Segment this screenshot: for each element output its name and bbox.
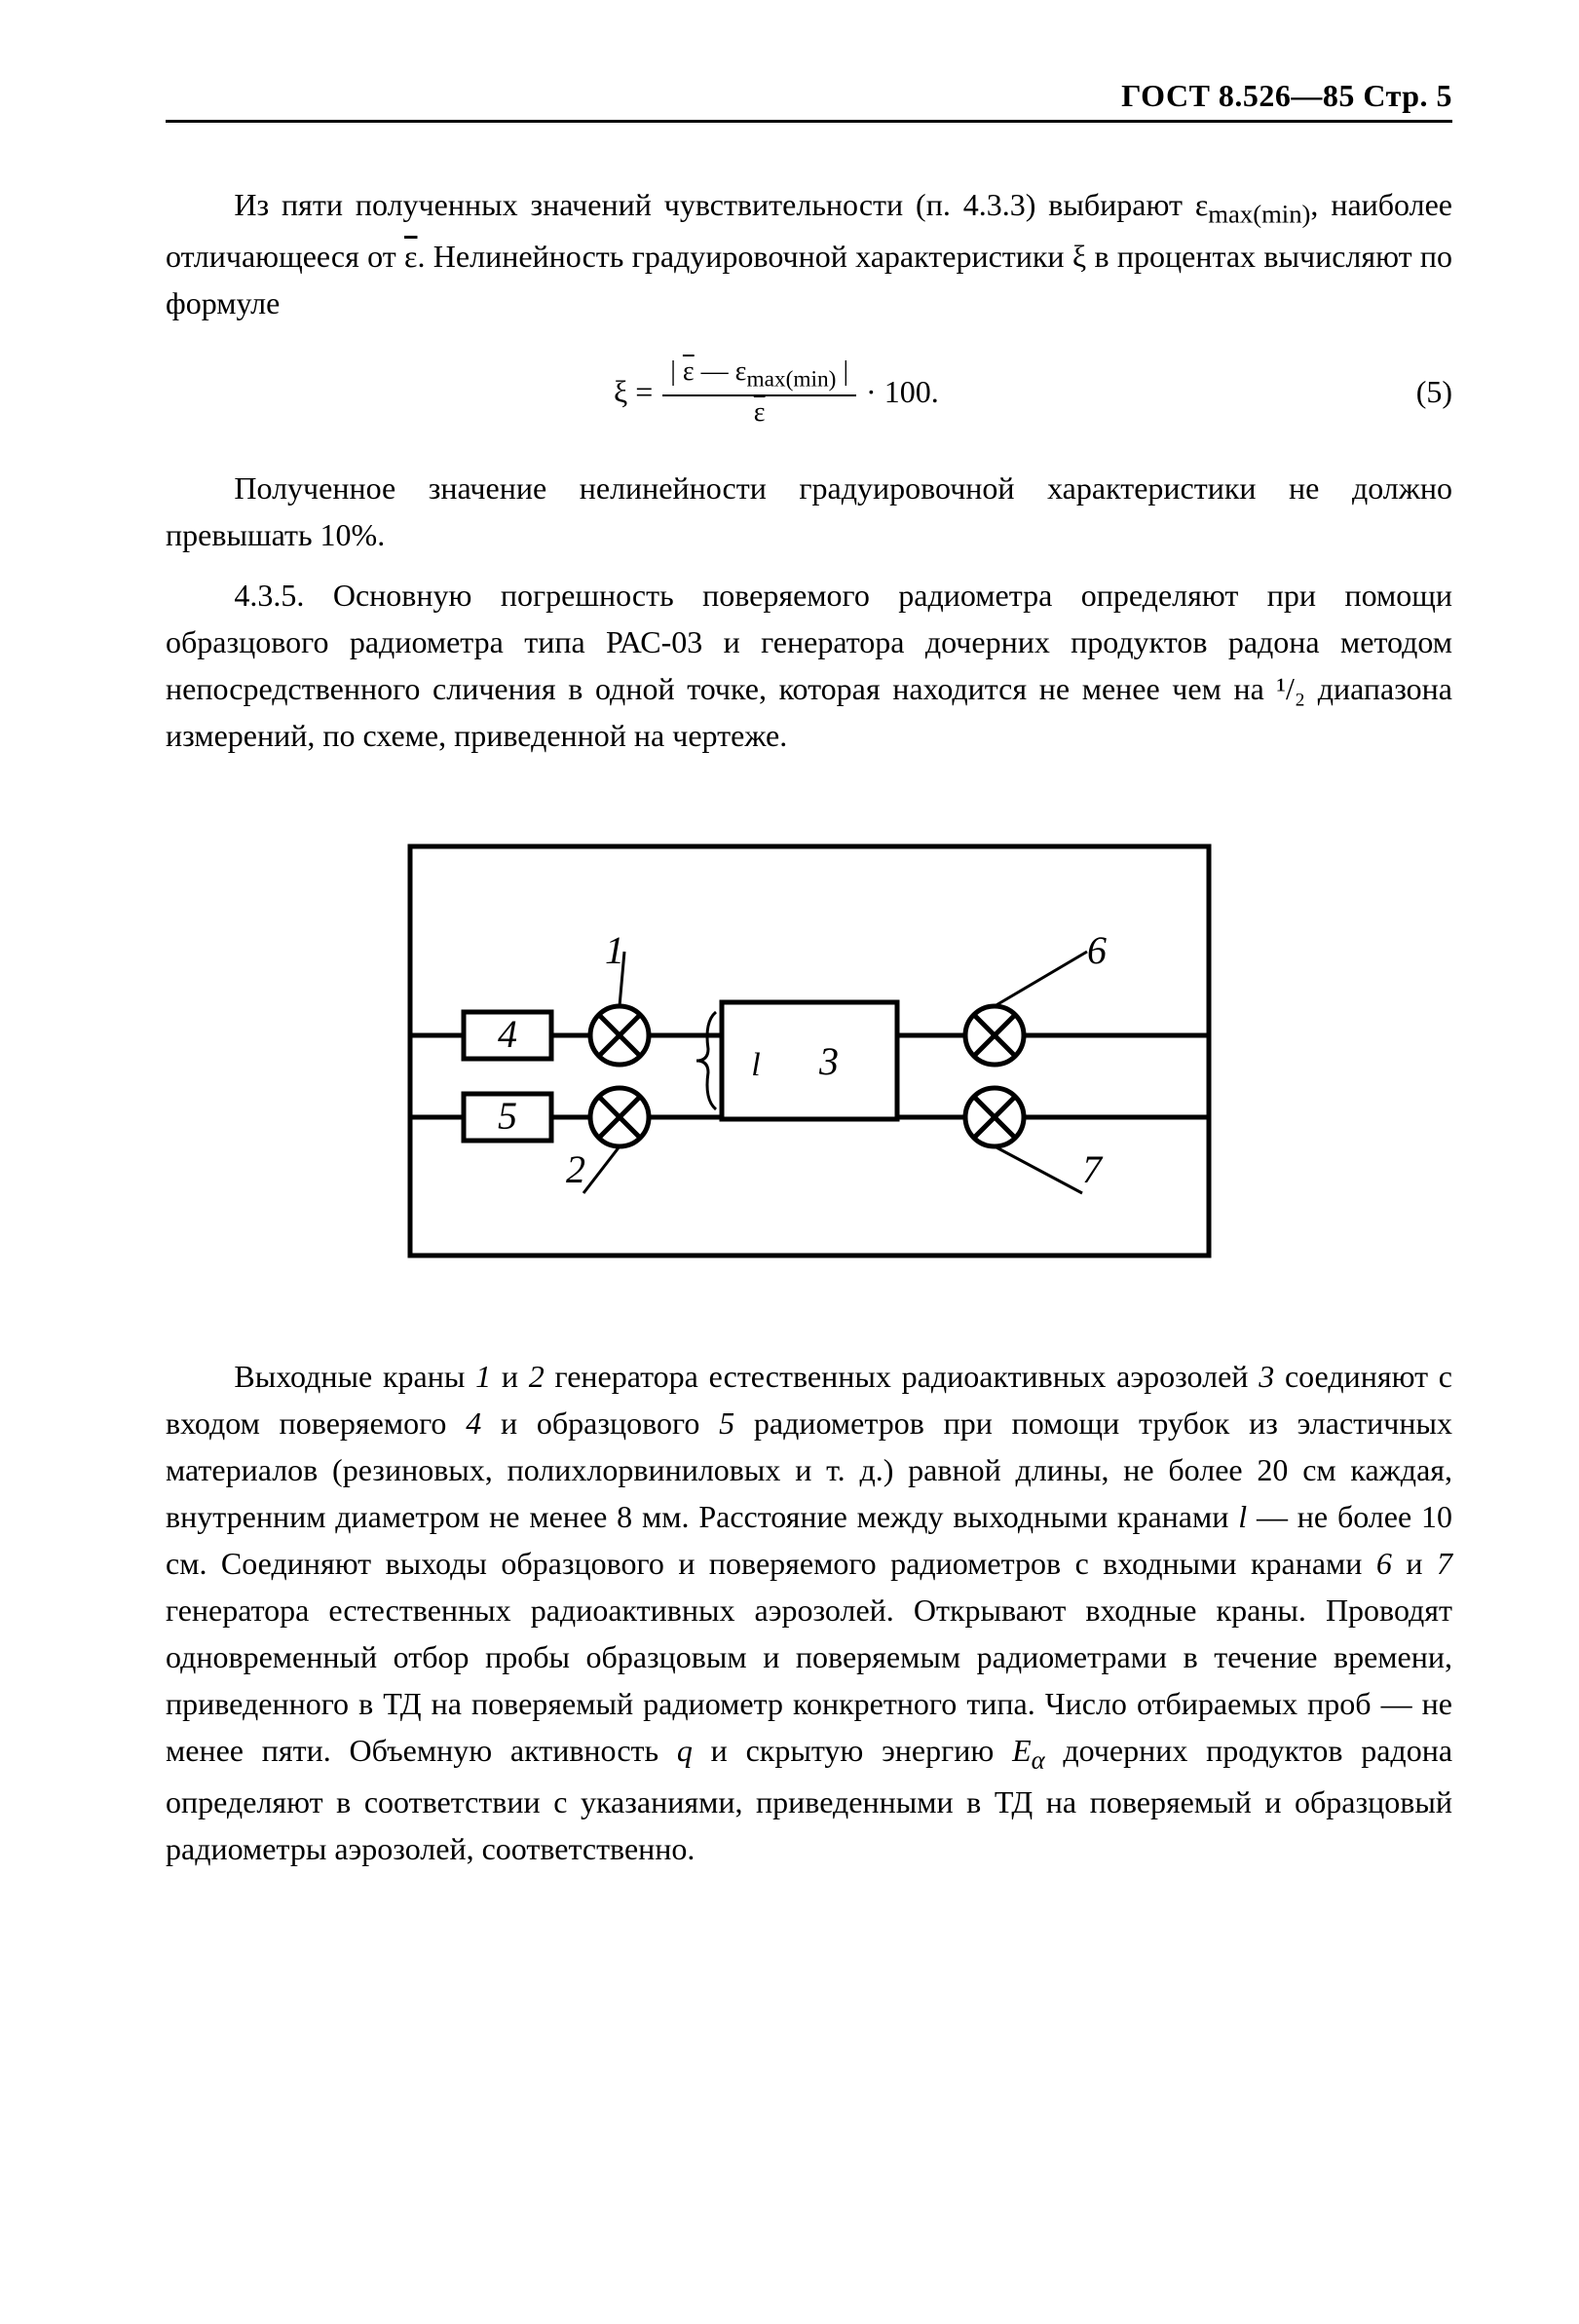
p4-i7: 7	[1437, 1546, 1452, 1581]
page: ГОСТ 8.526—85 Стр. 5 Из пяти полученных …	[0, 0, 1579, 2324]
formula-lhs: ξ =	[614, 374, 653, 410]
p4-pre: Выходные краны	[234, 1359, 475, 1394]
p4-iq: q	[677, 1733, 693, 1768]
paragraph-2: Полученное значение нелинейности градуир…	[166, 465, 1452, 558]
schematic-svg: 3 4 5 1 2 6 7 l	[371, 807, 1248, 1294]
p4-i4: 4	[466, 1406, 481, 1441]
p1-eps-over: ε	[404, 239, 417, 274]
num-mid: — ε	[695, 356, 747, 387]
svg-text:2: 2	[566, 1147, 585, 1191]
paragraph-4: Выходные краны 1 и 2 генератора естестве…	[166, 1353, 1452, 1872]
formula-body: ξ = | ε — εmax(min) | ε · 100.	[614, 356, 939, 429]
p4-i2: 2	[529, 1359, 545, 1394]
p4-i3: 3	[1259, 1359, 1274, 1394]
p4-t4: и образцового	[481, 1406, 719, 1441]
p4-iesub: α	[1032, 1744, 1045, 1774]
p1-sub1: max(min)	[1208, 199, 1310, 228]
svg-text:3: 3	[818, 1039, 839, 1083]
num-left: |	[670, 356, 683, 387]
p4-i5: 5	[719, 1406, 734, 1441]
svg-text:5: 5	[498, 1094, 517, 1138]
paragraph-1: Из пяти полученных значений чувствительн…	[166, 181, 1452, 326]
p4-i6: 6	[1376, 1546, 1392, 1581]
equation-number: (5)	[1387, 374, 1452, 410]
den-eps-over: ε	[754, 397, 766, 428]
svg-text:6: 6	[1087, 928, 1107, 972]
num-right: |	[836, 356, 848, 387]
svg-text:4: 4	[498, 1012, 517, 1056]
num-eps-over: ε	[683, 356, 695, 387]
formula-fraction: | ε — εmax(min) | ε	[662, 356, 856, 429]
num-sub: max(min)	[746, 367, 836, 393]
svg-text:7: 7	[1082, 1147, 1104, 1191]
p4-ie: E	[1012, 1733, 1032, 1768]
page-header: ГОСТ 8.526—85 Стр. 5	[166, 78, 1452, 123]
paragraph-3: 4.3.5. Основную погрешность поверяемого …	[166, 572, 1452, 759]
p4-t7: и	[1392, 1546, 1437, 1581]
p4-t9: и скрытую энергию	[693, 1733, 1012, 1768]
p4-i1: 1	[475, 1359, 491, 1394]
p4-t1: и	[491, 1359, 529, 1394]
p4-il: l	[1238, 1499, 1247, 1534]
svg-text:1: 1	[605, 928, 624, 972]
p1-part1: Из пяти полученных значений чувствительн…	[234, 187, 1208, 222]
p4-t2: генератора естественных радиоактивных аэ…	[545, 1359, 1259, 1394]
formula-tail: · 100.	[866, 374, 939, 410]
svg-text:l: l	[751, 1047, 760, 1083]
formula-5: ξ = | ε — εmax(min) | ε · 100. (5)	[166, 356, 1452, 429]
diagram: 3 4 5 1 2 6 7 l	[166, 807, 1452, 1294]
